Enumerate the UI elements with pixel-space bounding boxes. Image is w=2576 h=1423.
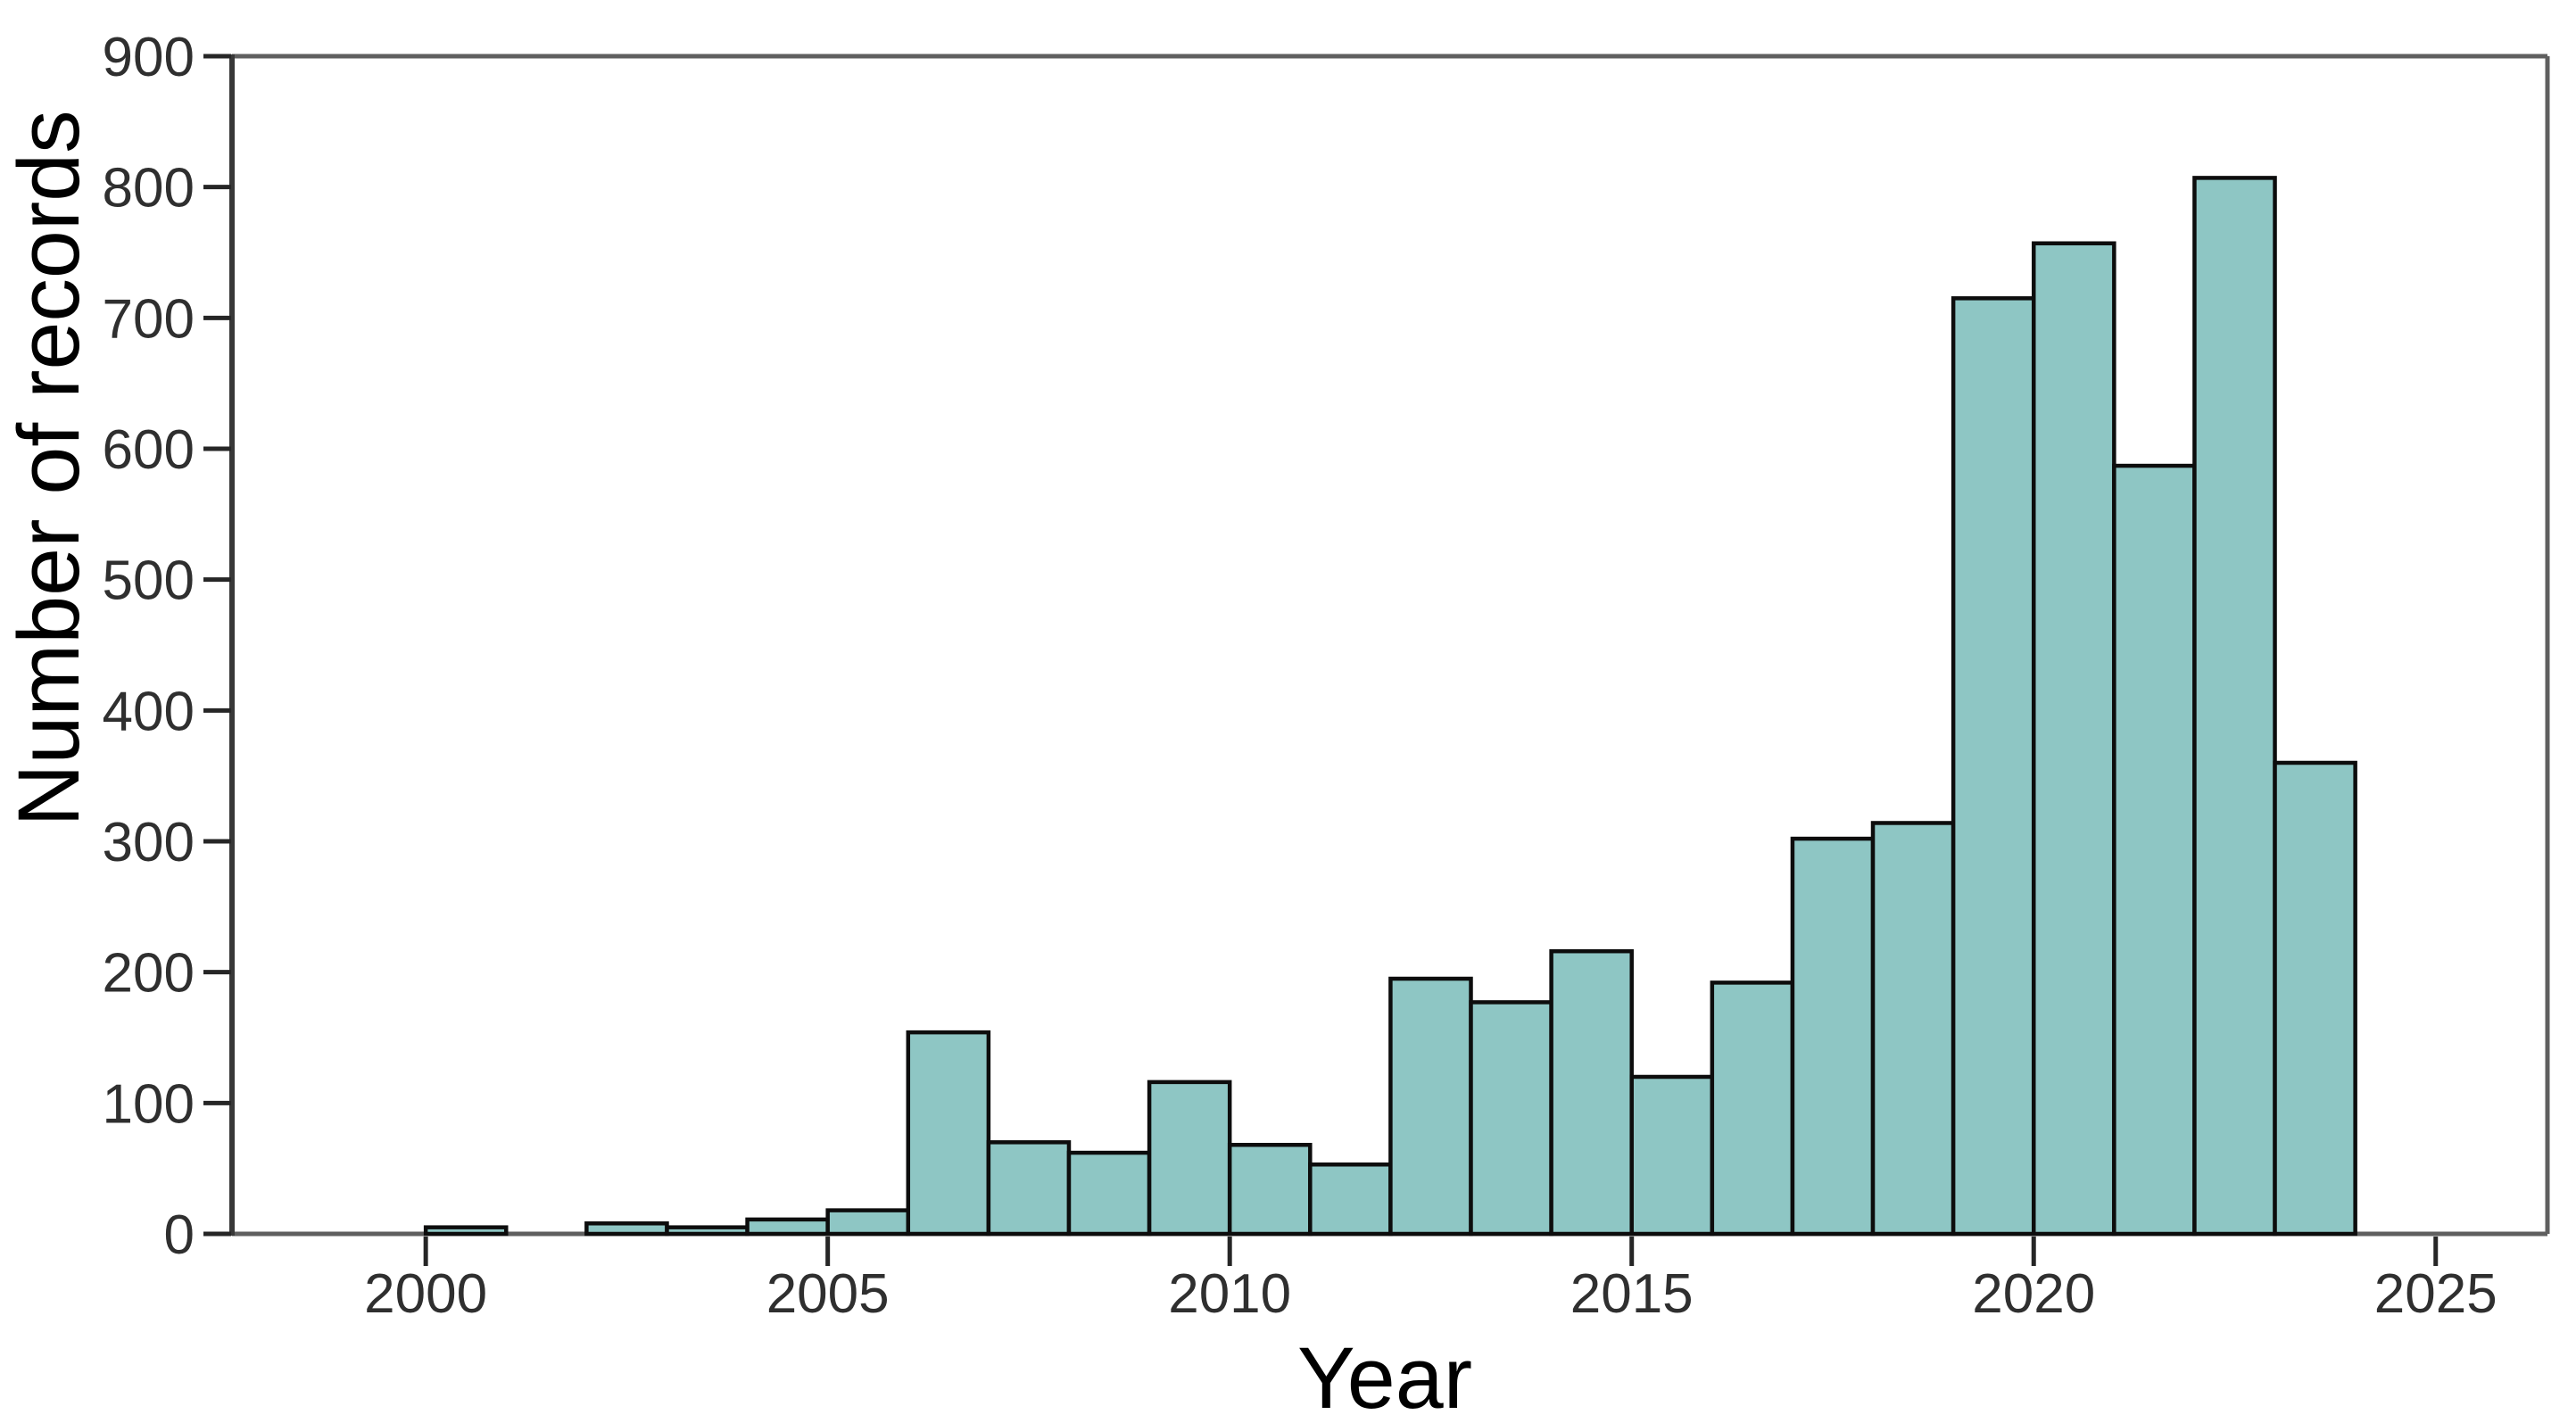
bars [423, 176, 2357, 1237]
bar-2007 [986, 1140, 1072, 1237]
x-tick-label-2020: 2020 [1972, 1263, 2095, 1325]
bar-2013 [1469, 1000, 1553, 1237]
bar-2020 [2031, 241, 2116, 1237]
x-axis-label: Year [1297, 1329, 1472, 1423]
bar-2008 [1066, 1150, 1152, 1237]
y-tick-label-500: 500 [103, 550, 195, 612]
bar-2019 [1951, 296, 2036, 1237]
y-tick-label-0: 0 [164, 1204, 195, 1266]
x-tick-label-2000: 2000 [364, 1263, 487, 1325]
y-tick-label-900: 900 [103, 27, 195, 88]
bar-2022 [2192, 176, 2277, 1237]
x-tick-label-2010: 2010 [1168, 1263, 1291, 1325]
y-tick-label-400: 400 [103, 681, 195, 742]
y-axis-label: Number of records [0, 110, 97, 826]
bar-2010 [1227, 1143, 1313, 1237]
bar-2000 [423, 1225, 509, 1237]
bar-2012 [1388, 976, 1473, 1237]
x-tick-label-2015: 2015 [1570, 1263, 1694, 1325]
y-tick-label-300: 300 [103, 812, 195, 873]
bar-2011 [1308, 1162, 1393, 1237]
y-tick-label-800: 800 [103, 158, 195, 219]
bar-2015 [1629, 1074, 1715, 1237]
y-tick-label-200: 200 [103, 943, 195, 1005]
y-tick-label-100: 100 [103, 1073, 195, 1135]
bar-2009 [1147, 1080, 1232, 1237]
bar-2005 [825, 1208, 911, 1237]
bar-2002 [584, 1221, 669, 1237]
bar-2016 [1710, 980, 1795, 1237]
bar-2003 [665, 1225, 750, 1237]
bar-2004 [745, 1217, 830, 1237]
bar-2023 [2273, 760, 2357, 1237]
bar-2017 [1790, 836, 1876, 1237]
bar-2006 [906, 1030, 991, 1237]
x-tick-label-2025: 2025 [2374, 1263, 2497, 1325]
y-tick-label-600: 600 [103, 419, 195, 481]
x-tick-label-2005: 2005 [766, 1263, 890, 1325]
bar-2014 [1549, 948, 1634, 1237]
bar-2018 [1870, 821, 1956, 1237]
bar-2021 [2112, 463, 2197, 1237]
y-tick-label-700: 700 [103, 288, 195, 350]
axis-ticks: 2000 2005 2010 2015 2020 2025 0 100 200 300 400 500… [103, 27, 2497, 1325]
